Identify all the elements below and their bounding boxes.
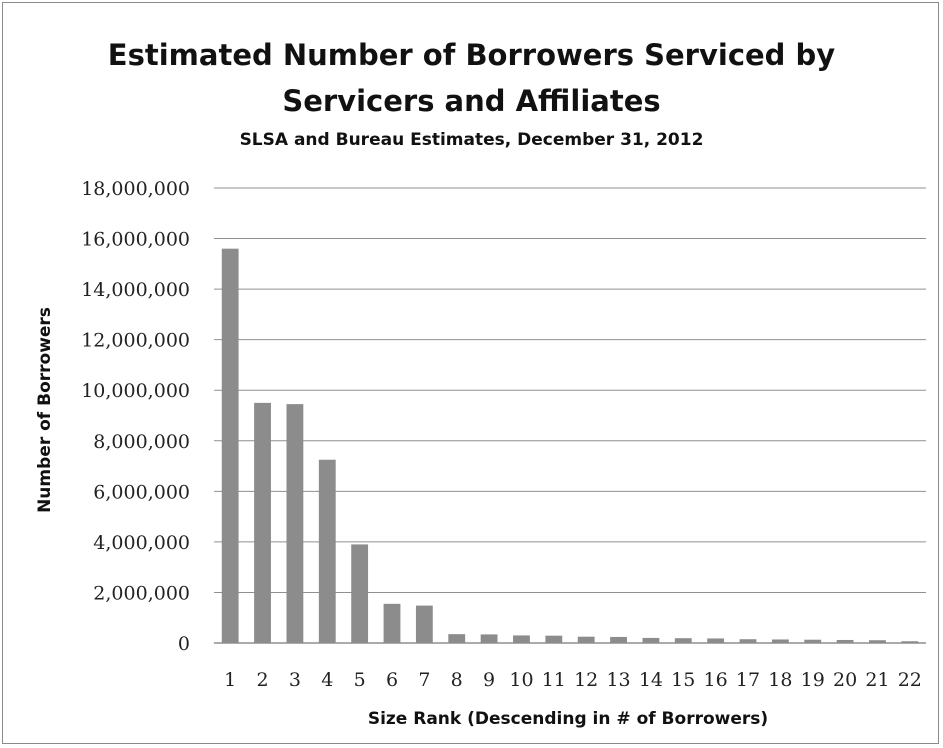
y-tick-label: 10,000,000 bbox=[81, 380, 190, 402]
bar-rank-8 bbox=[448, 634, 466, 643]
y-tick-label: 8,000,000 bbox=[93, 431, 190, 453]
chart-title-line-2: Servicers and Affiliates bbox=[282, 84, 661, 118]
y-tick-label: 0 bbox=[178, 633, 190, 655]
x-tick-label: 8 bbox=[451, 669, 463, 691]
x-tick-label: 15 bbox=[671, 669, 695, 691]
y-axis-ticks: 0 2,000,000 4,000,000 6,000,000 8,000,000 10,… bbox=[81, 178, 190, 655]
x-tick-label: 12 bbox=[574, 669, 598, 691]
bar-rank-7 bbox=[415, 605, 433, 643]
bar-rank-5 bbox=[351, 544, 369, 643]
bar-rank-13 bbox=[610, 636, 627, 643]
x-axis-ticks: 1 2 3 4 5 6 7 8 9 10 11 12 13 14 15 16 17 18 19 20 21 22 bbox=[224, 669, 922, 691]
x-tick-label: 18 bbox=[768, 669, 792, 691]
bar-rank-16 bbox=[707, 638, 725, 643]
bar-rank-9 bbox=[480, 634, 498, 643]
y-axis-label: Number of Borrowers bbox=[35, 307, 55, 513]
y-tick-label: 12,000,000 bbox=[81, 330, 190, 352]
bar-rank-6 bbox=[383, 603, 401, 643]
x-tick-label: 14 bbox=[639, 669, 663, 691]
bar-rank-2 bbox=[254, 402, 271, 643]
x-tick-label: 16 bbox=[704, 669, 728, 691]
x-tick-label: 11 bbox=[542, 669, 566, 691]
x-tick-label: 10 bbox=[509, 669, 533, 691]
bar-rank-10 bbox=[513, 635, 530, 643]
bar-rank-12 bbox=[577, 636, 595, 643]
bar-rank-3 bbox=[286, 404, 304, 643]
x-tick-label: 21 bbox=[865, 669, 889, 691]
bar-rank-19 bbox=[804, 639, 822, 643]
x-tick-label: 9 bbox=[483, 669, 495, 691]
bar-rank-11 bbox=[545, 635, 563, 643]
y-tick-label: 16,000,000 bbox=[81, 229, 190, 251]
x-tick-label: 5 bbox=[354, 669, 366, 691]
chart-subtitle: SLSA and Bureau Estimates, December 31, … bbox=[239, 130, 704, 150]
x-tick-label: 7 bbox=[418, 669, 430, 691]
bar-rank-15 bbox=[674, 638, 692, 643]
bar-rank-20 bbox=[836, 639, 854, 643]
bars bbox=[221, 248, 919, 643]
y-tick-label: 14,000,000 bbox=[81, 279, 190, 301]
x-tick-label: 22 bbox=[898, 669, 922, 691]
x-tick-label: 4 bbox=[321, 669, 333, 691]
bar-rank-18 bbox=[771, 639, 789, 643]
x-tick-label: 13 bbox=[606, 669, 630, 691]
x-tick-label: 2 bbox=[256, 669, 268, 691]
y-tick-label: 18,000,000 bbox=[81, 178, 190, 200]
x-axis-label: Size Rank (Descending in # of Borrowers) bbox=[368, 709, 768, 729]
x-tick-label: 19 bbox=[801, 669, 825, 691]
y-tick-label: 2,000,000 bbox=[93, 582, 190, 604]
x-tick-label: 1 bbox=[224, 669, 236, 691]
bar-rank-4 bbox=[318, 459, 336, 643]
bar-rank-17 bbox=[739, 639, 757, 643]
x-tick-label: 17 bbox=[736, 669, 760, 691]
x-tick-label: 3 bbox=[289, 669, 301, 691]
y-tick-label: 6,000,000 bbox=[93, 481, 190, 503]
bar-rank-21 bbox=[869, 640, 886, 643]
x-tick-label: 20 bbox=[833, 669, 857, 691]
bar-rank-14 bbox=[642, 637, 660, 643]
x-tick-label: 6 bbox=[386, 669, 398, 691]
chart-title-line-1: Estimated Number of Borrowers Serviced b… bbox=[107, 38, 836, 72]
y-tick-label: 4,000,000 bbox=[93, 532, 190, 554]
bar-rank-1 bbox=[221, 248, 239, 643]
bar-rank-22 bbox=[901, 641, 919, 643]
